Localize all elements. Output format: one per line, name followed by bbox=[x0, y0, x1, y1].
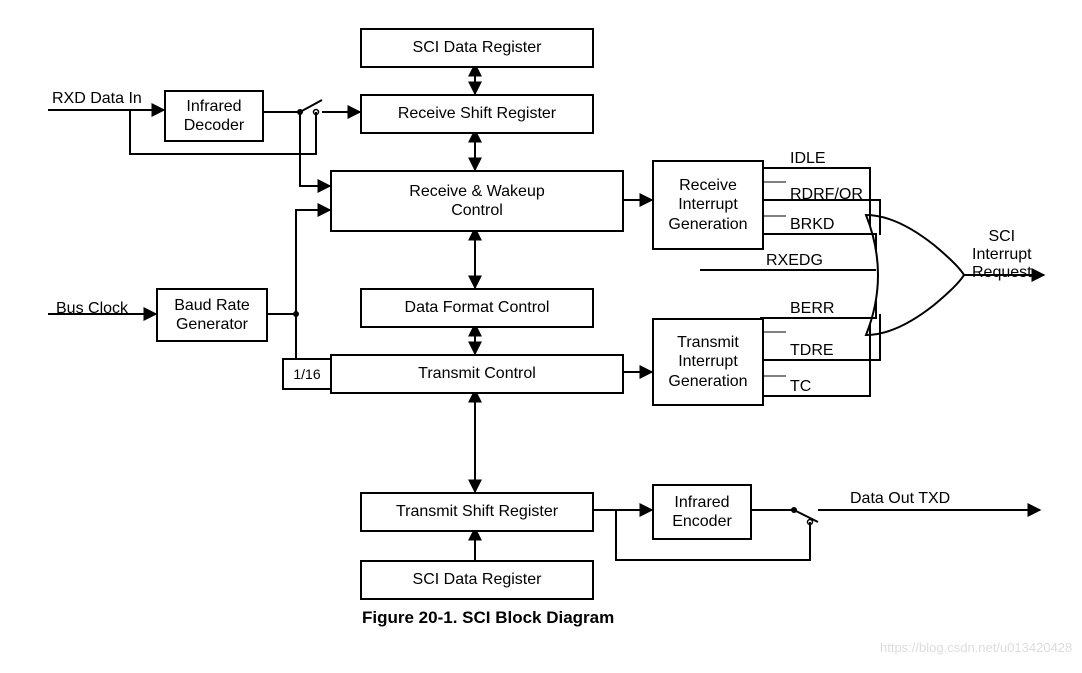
block-label: Infrared Encoder bbox=[672, 493, 732, 531]
signal-sci-interrupt-request: SCI Interrupt Request bbox=[972, 228, 1032, 282]
signal-tdre: TDRE bbox=[790, 342, 834, 360]
signal-data-out-txd: Data Out TXD bbox=[850, 490, 950, 508]
block-transmit-shift-register: Transmit Shift Register bbox=[360, 492, 594, 532]
block-infrared-decoder: Infrared Decoder bbox=[164, 90, 264, 142]
block-sci-data-register-bottom: SCI Data Register bbox=[360, 560, 594, 600]
block-label: 1/16 bbox=[293, 366, 320, 383]
block-label: SCI Data Register bbox=[413, 570, 542, 589]
block-transmit-control: Transmit Control bbox=[330, 354, 624, 394]
signal-rxedg: RXEDG bbox=[766, 252, 823, 270]
block-infrared-encoder: Infrared Encoder bbox=[652, 484, 752, 540]
block-label: Receive Interrupt Generation bbox=[668, 176, 747, 234]
signal-tc: TC bbox=[790, 378, 811, 396]
block-label: Receive Shift Register bbox=[398, 104, 556, 123]
signal-berr: BERR bbox=[790, 300, 834, 318]
block-divider-1-16: 1/16 bbox=[282, 358, 332, 390]
block-label: Infrared Decoder bbox=[184, 97, 244, 135]
block-label: Receive & Wakeup Control bbox=[409, 182, 544, 220]
block-label: SCI Data Register bbox=[413, 38, 542, 57]
signal-bus-clock: Bus Clock bbox=[56, 300, 128, 318]
signal-rxd-data-in: RXD Data In bbox=[52, 90, 142, 108]
block-receive-shift-register: Receive Shift Register bbox=[360, 94, 594, 134]
block-sci-data-register-top: SCI Data Register bbox=[360, 28, 594, 68]
block-receive-wakeup-control: Receive & Wakeup Control bbox=[330, 170, 624, 232]
block-label: Transmit Interrupt Generation bbox=[668, 333, 747, 391]
block-baud-rate-generator: Baud Rate Generator bbox=[156, 288, 268, 342]
block-label: Data Format Control bbox=[405, 298, 550, 317]
block-label: Baud Rate Generator bbox=[174, 296, 250, 334]
block-receive-interrupt-generation: Receive Interrupt Generation bbox=[652, 160, 764, 250]
block-data-format-control: Data Format Control bbox=[360, 288, 594, 328]
block-label: Transmit Shift Register bbox=[396, 502, 558, 521]
signal-idle: IDLE bbox=[790, 150, 826, 168]
figure-caption: Figure 20-1. SCI Block Diagram bbox=[362, 608, 614, 628]
block-transmit-interrupt-generation: Transmit Interrupt Generation bbox=[652, 318, 764, 406]
signal-rdrf-or: RDRF/OR bbox=[790, 186, 863, 204]
signal-brkd: BRKD bbox=[790, 216, 834, 234]
watermark-text: https://blog.csdn.net/u013420428 bbox=[880, 640, 1072, 655]
block-label: Transmit Control bbox=[418, 364, 536, 383]
